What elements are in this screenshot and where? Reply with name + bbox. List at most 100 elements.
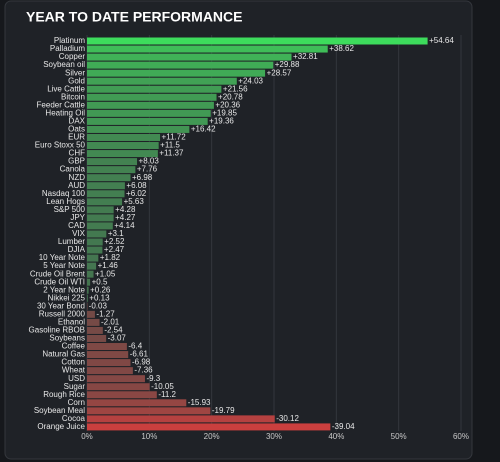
bar [87,142,159,150]
bar [87,318,100,326]
bar [87,150,158,158]
bar [87,326,103,334]
y-tick-label: CHF [69,149,86,158]
bar [87,399,187,407]
y-tick-label: USD [68,374,85,383]
bar [87,351,129,359]
bar [87,37,428,45]
bar [87,206,114,214]
y-tick-label: Soybean Meal [34,406,85,415]
bar [87,359,131,367]
bar [87,133,161,141]
value-label: +5.63 [124,197,145,206]
y-tick-label: DAX [69,117,86,126]
value-label: +3.1 [108,229,124,238]
y-tick-label: Bitcoin [61,92,85,101]
bar [87,125,190,133]
bar [87,278,91,286]
bar [87,246,103,254]
x-tick-label: 20% [204,432,220,441]
value-label: +24.03 [238,76,263,85]
chart-title: YEAR TO DATE PERFORMANCE [26,9,243,25]
y-tick-label: Oats [68,125,85,134]
y-tick-label: Corn [68,398,85,407]
bar [87,69,266,77]
value-label: +7.76 [137,165,158,174]
value-label: +1.05 [95,269,116,278]
value-label: +11.72 [162,133,187,142]
x-tick-label: 30% [266,432,282,441]
value-label: +1.82 [100,253,121,262]
value-label: +11.5 [160,141,180,150]
y-tick-label: Silver [65,68,85,77]
value-label: -30.12 [276,414,299,423]
y-tick-label: VIX [72,229,86,238]
value-label: -6.98 [132,358,151,367]
bar [87,198,123,206]
y-tick-label: Nikkei 225 [48,293,86,302]
y-tick-label: Sugar [64,382,86,391]
bar [87,423,331,431]
bar [87,222,113,230]
y-tick-label: EUR [68,133,85,142]
y-tick-label: Heating Oil [45,108,85,117]
bar [87,77,237,85]
y-tick-label: Live Cattle [47,84,85,93]
x-tick-label: 0% [81,432,93,441]
bar [87,343,127,351]
bar [87,391,157,399]
y-tick-label: Feeder Cattle [37,100,86,109]
y-tick-label: Rough Rice [43,390,85,399]
y-tick-label: Nasdaq 100 [42,189,86,198]
bar [87,53,292,61]
y-tick-label: CAD [68,221,85,230]
bar [87,93,217,101]
y-tick-label: Gold [68,76,85,85]
y-tick-label: Orange Juice [37,422,85,431]
bar [87,262,97,270]
y-tick-label: Platinum [54,36,85,45]
y-tick-label: Cotton [61,358,85,367]
bar [87,415,275,423]
y-tick-label: Lumber [58,237,85,246]
bar [87,214,114,222]
value-label: +0.13 [89,293,110,302]
value-label: -11.2 [158,390,176,399]
value-label: +20.78 [218,92,243,101]
bar [87,367,133,375]
value-label: -0.03 [89,301,108,310]
bar [87,302,88,310]
bar [87,294,88,302]
value-label: +28.57 [267,68,292,77]
y-tick-label: 10 Year Note [39,253,86,262]
bar [87,254,99,262]
value-label: -6.61 [130,350,149,359]
y-tick-label: Russell 2000 [39,309,86,318]
value-label: -2.01 [101,318,120,327]
value-label: -1.27 [96,309,115,318]
y-tick-label: Copper [59,52,86,61]
value-label: +4.27 [115,213,136,222]
bar [87,45,328,53]
y-tick-label: Lean Hogs [46,197,85,206]
y-tick-label: Wheat [62,366,86,375]
value-label: +0.5 [92,277,108,286]
y-tick-label: AUD [68,181,85,190]
y-tick-label: Ethanol [58,318,85,327]
y-tick-label: Gasoline RBOB [29,326,85,335]
y-tick-label: Crude Oil Brent [30,269,86,278]
y-tick-label: Palladium [50,44,85,53]
bar [87,166,136,174]
value-label: +29.88 [275,60,300,69]
bar [87,182,125,190]
value-label: +0.26 [90,285,111,294]
value-label: +8.03 [139,157,160,166]
value-label: +1.46 [98,261,119,270]
value-label: -15.93 [188,398,211,407]
value-label: -39.04 [332,422,355,431]
y-tick-label: Natural Gas [42,350,85,359]
value-label: -10.05 [151,382,174,391]
value-label: -7.36 [134,366,153,375]
value-label: +2.52 [104,237,125,246]
bar [87,230,107,238]
